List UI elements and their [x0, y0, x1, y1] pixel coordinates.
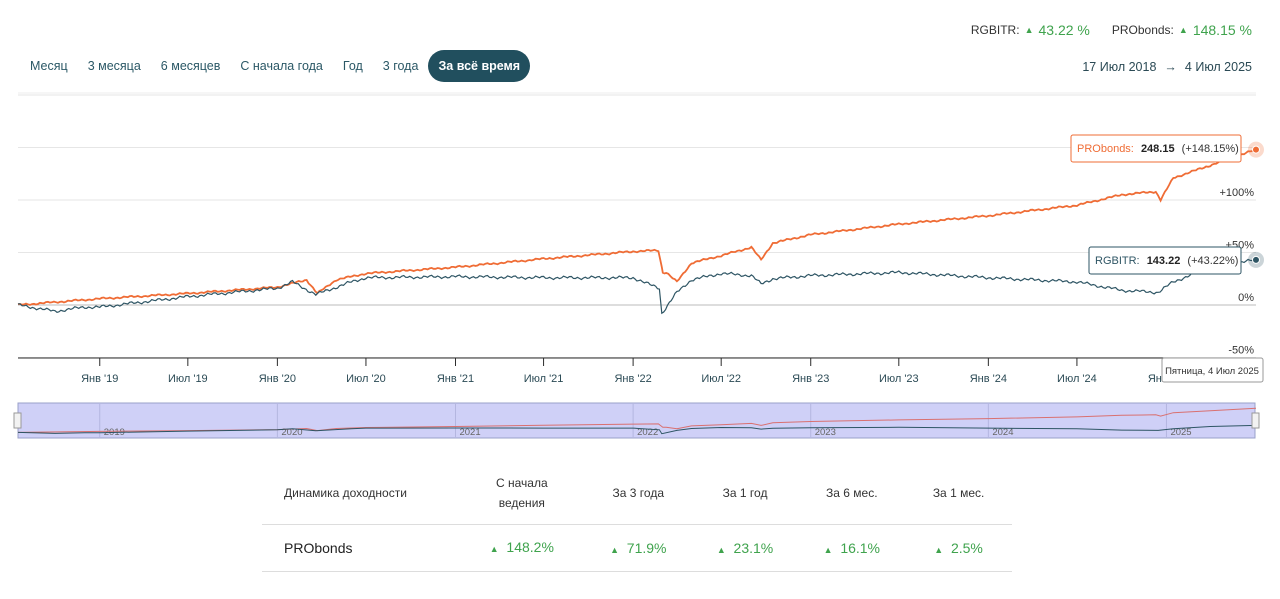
- value-1-month: ▲ 2.5%: [934, 540, 983, 556]
- up-triangle-icon: ▲: [823, 545, 833, 555]
- series-line-probonds: [17, 148, 1256, 306]
- tooltip-rgbitr-name: RGBITR:: [1095, 255, 1140, 267]
- x-tick-label: Янв '23: [792, 373, 829, 385]
- up-triangle-icon: ▲: [934, 545, 944, 555]
- period-all-time[interactable]: За всё время: [428, 50, 531, 82]
- summary-rgbitr-name: RGBITR:: [970, 23, 1020, 37]
- tooltip-probonds-change: (+148.15%): [1182, 143, 1239, 155]
- x-tick-label: Июл '21: [524, 373, 564, 385]
- x-axis: Янв '19 Июл '19 Янв '20 Июл '20 Янв '21 Июл '…: [18, 357, 1256, 385]
- navigator-year-label: 2020: [281, 427, 302, 438]
- x-tick-label: Янв '24: [970, 373, 1007, 385]
- up-triangle-icon: ▲: [489, 544, 499, 554]
- header-1-year: За 1 год: [722, 486, 768, 500]
- period-year[interactable]: Год: [342, 59, 363, 73]
- y-tick-label: +100%: [1219, 187, 1254, 199]
- date-range: 17 Июл 2018 → 4 Июл 2025: [1082, 60, 1252, 74]
- up-triangle-icon: ▲: [716, 545, 726, 555]
- up-triangle-icon: ▲: [1178, 25, 1188, 35]
- up-triangle-icon: ▲: [610, 545, 619, 555]
- value-since-inception: ▲ 148.2%: [489, 539, 554, 555]
- x-tick-label: Июл '20: [346, 373, 386, 385]
- chart-markers: [1248, 141, 1264, 268]
- x-tick-label: Июл '22: [701, 373, 741, 385]
- period-ytd[interactable]: С начала года: [240, 59, 323, 73]
- navigator-line-rgbitr: [17, 424, 1257, 435]
- arrow-right-icon: →: [1164, 60, 1177, 74]
- tooltip-date-label: Пятница, 4 Июл 2025: [1165, 366, 1259, 377]
- date-range-from[interactable]: 17 Июл 2018: [1082, 60, 1157, 74]
- navigator-series: [17, 407, 1257, 435]
- y-tick-label: -50%: [1228, 345, 1254, 357]
- x-tick-label: Июл '24: [1057, 373, 1097, 385]
- summary-rgbitr-value: 43.22 %: [1038, 22, 1090, 38]
- value-6-months: ▲ 16.1%: [823, 540, 881, 556]
- summary-probonds-name: PRObonds:: [1111, 23, 1174, 37]
- navigator-right-handle[interactable]: [1251, 412, 1260, 429]
- summary-rgbitr: RGBITR: ▲ 43.22 %: [971, 22, 1090, 38]
- tooltip-rgbitr: RGBITR: 143.22 (+43.22%): [1088, 246, 1242, 275]
- tooltip-probonds-value: 248.15: [1141, 143, 1175, 155]
- navigator[interactable]: 2019 2020 2021 2022 2023 2024 2025: [13, 402, 1260, 439]
- svg-text:RGBITR: 143.22 (+4: RGBITR: 143.22 (+43.22%): [1095, 255, 1238, 267]
- x-tick-label: Янв '20: [259, 373, 296, 385]
- chart-series: [17, 148, 1257, 315]
- navigator-year-label: 2022: [637, 427, 658, 438]
- tooltip-probonds-name: PRObonds:: [1077, 143, 1134, 155]
- tooltip-rgbitr-value: 143.22: [1147, 255, 1181, 267]
- navigator-year-label: 2024: [992, 427, 1013, 438]
- x-tick-label: Янв '21: [437, 373, 474, 385]
- tooltip-rgbitr-change: (+43.22%): [1187, 255, 1238, 267]
- x-tick-label: Июл '23: [879, 373, 919, 385]
- performance-chart: +100%+50%0%-50% Янв '19 Июл '19 Янв '20 Июл…: [13, 92, 1264, 439]
- header-6-months: За 6 мес.: [826, 486, 878, 500]
- navigator-left-handle[interactable]: [13, 412, 22, 429]
- summary-probonds-value: 148.15 %: [1192, 22, 1252, 38]
- navigator-year-label: 2023: [815, 427, 836, 438]
- period-6-months[interactable]: 6 месяцев: [160, 59, 221, 73]
- header-since-inception: С начала ведения: [459, 473, 585, 513]
- table-row: PRObonds ▲ 148.2% ▲ 71.9% ▲ 23.1% ▲ 16.1…: [262, 525, 1012, 572]
- chart-grid: [18, 92, 1256, 358]
- svg-text:PRObonds: 248.15 (: PRObonds: 248.15 (+148.15%): [1077, 143, 1239, 155]
- y-tick-label: 0%: [1238, 292, 1254, 304]
- header-since-inception-line2: ведения: [498, 496, 545, 510]
- marker-rgbitr: [1252, 255, 1260, 264]
- header-1-month: За 1 мес.: [932, 486, 985, 500]
- period-3-years[interactable]: 3 года: [382, 59, 419, 73]
- x-tick-label: Янв '22: [614, 373, 651, 385]
- header-title: Динамика доходности: [284, 486, 407, 500]
- marker-probonds: [1252, 145, 1260, 154]
- summary-probonds: PRObonds: ▲ 148.15 %: [1112, 22, 1252, 38]
- x-tick-label: Янв '19: [81, 373, 118, 385]
- summary-bar: RGBITR: ▲ 43.22 % PRObonds: ▲ 148.15 %: [971, 22, 1252, 38]
- tooltip-date: Пятница, 4 Июл 2025: [1161, 357, 1264, 383]
- period-month[interactable]: Месяц: [30, 59, 68, 73]
- header-3-years: За 3 года: [612, 486, 665, 500]
- date-range-to[interactable]: 4 Июл 2025: [1184, 60, 1252, 74]
- value-3-years: ▲ 71.9%: [610, 540, 667, 556]
- up-triangle-icon: ▲: [1024, 25, 1034, 35]
- tooltip-probonds: PRObonds: 248.15 (+148.15%): [1070, 134, 1242, 163]
- value-1-year: ▲ 23.1%: [716, 540, 774, 556]
- performance-table: Динамика доходности С начала ведения За …: [262, 462, 1012, 572]
- fund-name: PRObonds: [284, 540, 353, 556]
- period-selector: Месяц 3 месяца 6 месяцев С начала года Г…: [20, 50, 531, 82]
- series-line-rgbitr: [17, 258, 1257, 315]
- navigator-year-label: 2021: [459, 427, 480, 438]
- x-tick-label: Июл '19: [168, 373, 208, 385]
- performance-header: Динамика доходности С начала ведения За …: [262, 462, 1012, 525]
- navigator-year-label: 2025: [1170, 427, 1191, 438]
- header-since-inception-line1: С начала: [495, 476, 548, 490]
- period-3-months[interactable]: 3 месяца: [87, 59, 141, 73]
